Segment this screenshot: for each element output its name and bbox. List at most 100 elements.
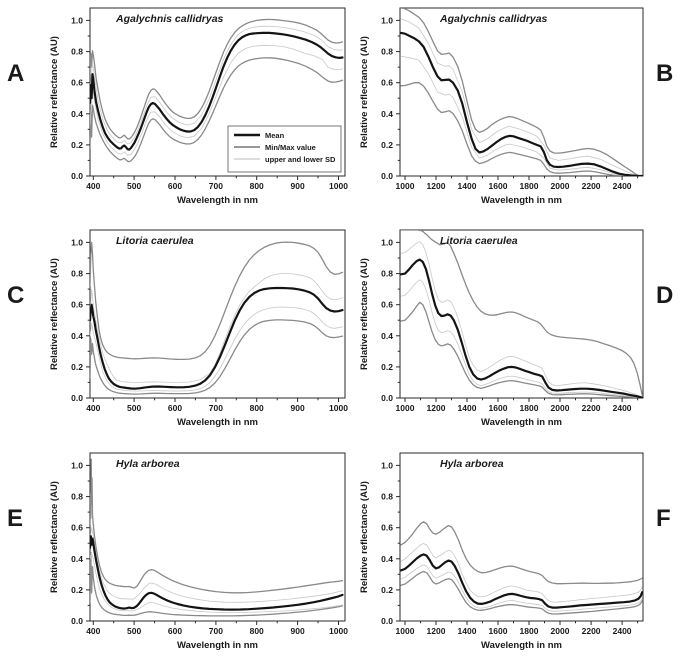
panel-D-chart: 1000 1200 1400 1600 1800 2000 2200 2400 0.0 0.2 0.… [359,229,644,428]
x-tick-label: 2200 [582,181,601,191]
y-tick-label: 0.2 [71,585,83,595]
lower_sd-line [90,44,343,156]
x-tick-label: 1200 [427,181,446,191]
x-tick-label: 2400 [613,181,632,191]
x-tick-label: 400 [86,403,100,413]
panel-letter-B: B [656,60,674,87]
lower_sd-line [400,279,643,398]
x-tick-label: 2200 [582,403,601,413]
x-tick-label: 1000 [396,181,415,191]
x-tick-label: 2400 [613,403,632,413]
y-tick-label: 0.6 [381,523,393,533]
plot-frame [399,229,644,399]
y-tick-label: 0.2 [381,362,393,372]
y-axis-label: Relative reflectance (AU) [49,36,60,148]
panel-letter-C: C [7,282,25,309]
x-tick-label: 1000 [396,626,415,636]
y-tick-label: 0.0 [71,393,83,403]
x-axis-label: Wavelength in nm [481,195,562,206]
x-tick-label: 1200 [427,626,446,636]
x-tick-label: 800 [250,626,264,636]
x-tick-label: 1000 [329,626,348,636]
y-tick-label: 1.0 [71,237,83,247]
y-tick-label: 0.4 [381,331,393,341]
x-tick-label: 700 [209,181,223,191]
upper_sd-line [90,25,343,145]
legend-label: Mean [265,131,285,140]
panel-title: Litoria caerulea [440,235,518,247]
x-tick-label: 1800 [520,403,539,413]
y-tick-label: 0.6 [71,78,83,88]
x-tick-label: 500 [127,626,141,636]
y-tick-label: 1.0 [381,460,393,470]
panel-C-chart: 400 500 600 700 800 900 1000 0.0 0.2 0.4 0.6 0.8 1.0… [49,229,348,428]
y-tick-label: 0.6 [381,300,393,310]
x-tick-label: 600 [168,181,182,191]
x-tick-label: 2000 [551,181,570,191]
x-tick-label: 700 [209,403,223,413]
x-tick-label: 600 [168,626,182,636]
mean-line [400,31,643,176]
legend-label: upper and lower SD [265,155,336,164]
min-line [400,570,643,615]
x-axis-label: Wavelength in nm [481,640,562,651]
x-tick-label: 400 [86,181,100,191]
panel-title: Litoria caerulea [116,235,194,247]
x-tick-label: 1000 [329,403,348,413]
y-tick-label: 0.4 [71,554,83,564]
x-tick-label: 2000 [551,403,570,413]
legend-box [227,125,342,173]
mean-line [400,258,643,398]
x-tick-label: 1000 [329,181,348,191]
y-tick-label: 0.0 [71,171,83,181]
y-tick-label: 0.4 [71,109,83,119]
max-line [400,8,643,176]
x-axis-label: Wavelength in nm [177,640,258,651]
x-tick-label: 700 [209,626,223,636]
x-tick-label: 1600 [489,403,508,413]
panel-F-chart: 1000 1200 1400 1600 1800 2000 2200 2400 0.0 0.2 0.… [359,452,644,651]
min-line [90,319,344,395]
panel-B-chart: 1000 1200 1400 1600 1800 2000 2200 2400 0.0 0.2 0.… [359,7,644,206]
legend-label: Min/Max value [265,143,316,152]
lower_sd-line [90,552,343,614]
upper_sd-line [400,543,643,603]
legend: Mean Min/Max value upper and lower SD [227,125,342,173]
mean-line [90,31,344,151]
x-tick-label: 900 [291,626,305,636]
y-tick-label: 0.6 [381,78,393,88]
max-line [90,458,344,594]
y-tick-label: 0.8 [71,492,83,502]
y-tick-label: 0.8 [381,47,393,57]
lower_sd-line [90,306,343,392]
y-tick-label: 0.8 [71,47,83,57]
y-tick-label: 0.0 [381,393,393,403]
x-tick-label: 1800 [520,626,539,636]
x-tick-label: 2200 [582,626,601,636]
max-line [400,521,643,585]
x-axis-label: Wavelength in nm [177,417,258,428]
mean-line [90,286,344,390]
panel-title: Hyla arborea [440,458,504,470]
lower_sd-line [400,564,643,612]
y-tick-label: 1.0 [381,237,393,247]
y-tick-label: 0.4 [381,109,393,119]
y-tick-label: 0.8 [71,269,83,279]
y-tick-label: 1.0 [71,460,83,470]
y-tick-label: 0.8 [381,492,393,502]
x-tick-label: 800 [250,181,264,191]
min-line [90,57,344,163]
x-tick-label: 500 [127,403,141,413]
x-tick-label: 2400 [613,626,632,636]
y-tick-label: 1.0 [381,15,393,25]
y-axis-label: Relative reflectance (AU) [359,258,370,370]
y-tick-label: 0.2 [381,585,393,595]
y-tick-label: 0.2 [381,140,393,150]
x-tick-label: 1600 [489,181,508,191]
y-tick-label: 0.8 [381,269,393,279]
upper_sd-line [400,18,643,176]
y-tick-label: 0.2 [71,362,83,372]
min-line [400,301,643,398]
x-tick-label: 500 [127,181,141,191]
